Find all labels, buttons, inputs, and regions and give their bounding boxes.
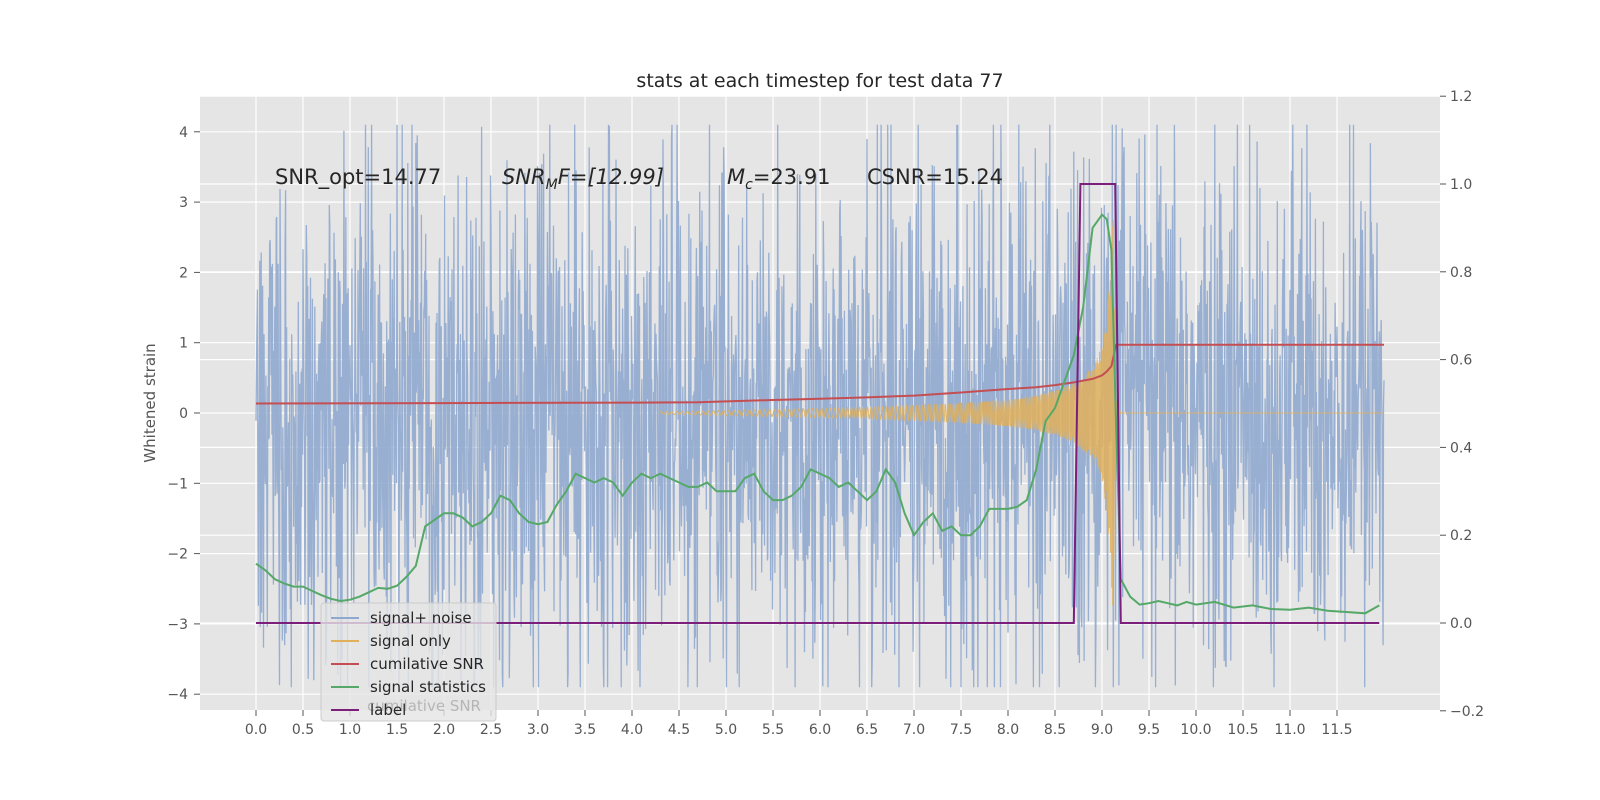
y2-tick-label: 0.4: [1450, 440, 1472, 456]
annotation-mc-sub: c: [745, 177, 753, 193]
x-tick-label: 5.5: [762, 722, 784, 738]
x-tick-label: 8.5: [1044, 722, 1066, 738]
x-tick-label: 0.5: [292, 722, 314, 738]
annotation-mc-name: M: [727, 165, 745, 189]
legend-label: signal+ noise: [370, 609, 472, 627]
y-tick-label: −3: [167, 617, 188, 633]
y-tick-label: 0: [179, 406, 188, 422]
y2-tick-label: 0.0: [1450, 616, 1472, 632]
legend-box: [320, 602, 497, 722]
annotation-mc: Mc=23.91: [727, 165, 831, 193]
legend-label: cumilative SNR: [370, 655, 484, 673]
y-axis-label: Whitened strain: [141, 343, 159, 462]
annotation-csnr: CSNR=15.24: [867, 165, 1003, 189]
x-tick-label: 11.5: [1321, 722, 1352, 738]
x-tick-label: 6.0: [809, 722, 831, 738]
legend: cumilative SNR signal+ noise signal only c…: [320, 602, 497, 722]
x-tick-label: 2.5: [480, 722, 502, 738]
x-tick-label: 0.0: [245, 722, 267, 738]
x-tick-label: 7.0: [903, 722, 925, 738]
series-signal-plus-noise: [255, 124, 1385, 688]
x-tick-label: 4.0: [621, 722, 643, 738]
x-tick-label: 2.0: [433, 722, 455, 738]
annotation-mc-rest: =23.91: [753, 165, 831, 189]
legend-label: signal statistics: [370, 678, 486, 696]
y2-tick-label: 0.8: [1450, 265, 1472, 281]
x-tick-label: 7.5: [950, 722, 972, 738]
x-tick-label: 10.0: [1180, 722, 1211, 738]
cumilative-snr-line: [255, 343, 1384, 405]
x-tick-label: 1.0: [339, 722, 361, 738]
x-tick-label: 10.5: [1227, 722, 1258, 738]
legend-hidden-entry: cumilative SNR: [367, 697, 481, 715]
signal-plus-noise-line: [255, 124, 1385, 688]
legend-label: signal only: [370, 632, 451, 650]
series-signal-only: [659, 219, 1384, 606]
annotations: SNR_opt=14.77 SNRMF=[12.99] Mc=23.91 CSN…: [275, 165, 1003, 193]
y2-tick-label: 1.0: [1450, 177, 1472, 193]
series-lines: [255, 183, 1384, 624]
y-tick-label: −1: [167, 476, 188, 492]
y2-tick-label: 0.2: [1450, 528, 1472, 544]
y2-tick-label: 1.2: [1450, 89, 1472, 105]
label-line: [256, 183, 1380, 624]
annotation-snr-mf: SNRMF=[12.99]: [502, 165, 664, 193]
y2-tick-label: 0.6: [1450, 353, 1472, 369]
annotation-snr-opt: SNR_opt=14.77: [275, 165, 441, 190]
y2-tick-label: −0.2: [1450, 704, 1484, 720]
y-tick-label: −4: [167, 687, 188, 703]
y-tick-label: 2: [179, 265, 188, 281]
signal-only-line: [659, 219, 1384, 606]
x-tick-label: 3.0: [527, 722, 549, 738]
y-tick-label: 3: [179, 195, 188, 211]
signal-statistics-line: [255, 213, 1380, 615]
x-tick-label: 4.5: [668, 722, 690, 738]
x-tick-label: 8.0: [997, 722, 1019, 738]
axes: 0.0 0.5 1.0 1.5 2.0 2.5 3.0 3.5 4.0 4.5 5.0 5.5 6.0 6…: [167, 89, 1484, 738]
x-tick-label: 9.0: [1091, 722, 1113, 738]
annotation-snr-mf-rest: F=[12.99]: [558, 165, 664, 189]
x-tick-label: 5.0: [715, 722, 737, 738]
x-tick-label: 11.0: [1274, 722, 1305, 738]
x-tick-label: 3.5: [574, 722, 596, 738]
legend-label: label: [370, 701, 406, 719]
y-tick-label: −2: [167, 547, 188, 563]
x-tick-label: 1.5: [386, 722, 408, 738]
annotation-snr-mf-sub: M: [546, 177, 558, 193]
y-tick-label: 4: [179, 125, 188, 141]
annotation-snr-mf-name: SNR: [502, 165, 546, 189]
x-tick-label: 9.5: [1138, 722, 1160, 738]
y-tick-label: 1: [179, 336, 188, 352]
chart-title: stats at each timestep for test data 77: [636, 70, 1003, 92]
x-tick-label: 6.5: [856, 722, 878, 738]
